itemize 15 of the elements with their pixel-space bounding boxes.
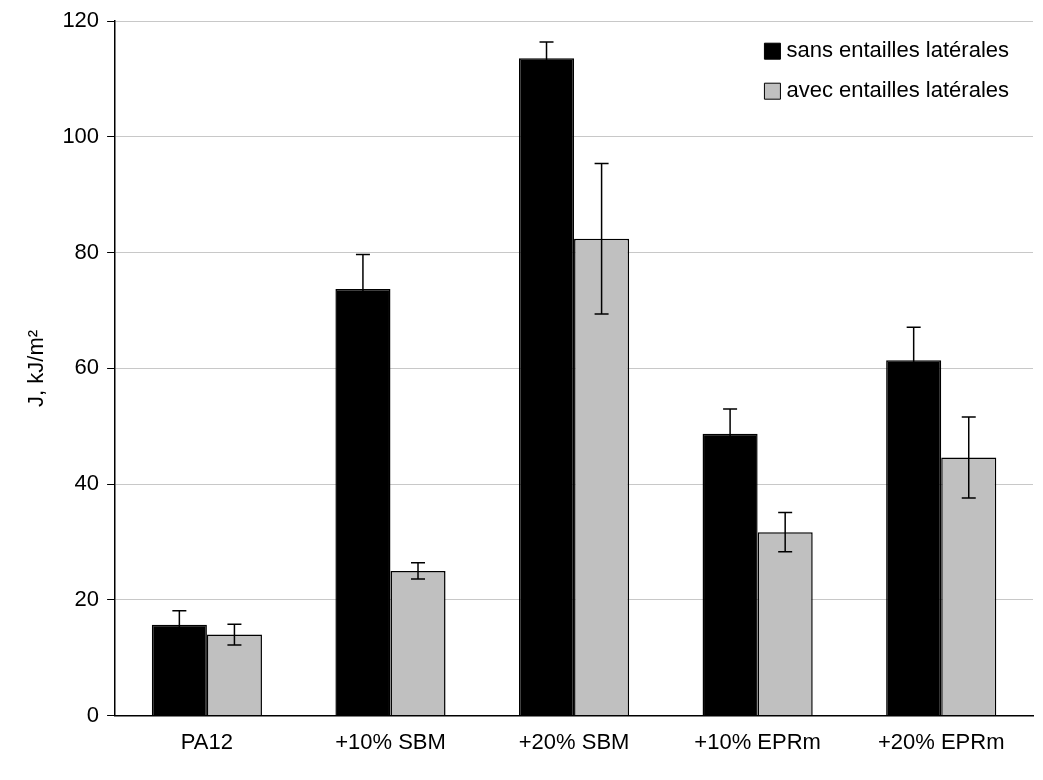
y-tick-label: 20 — [74, 585, 100, 611]
y-tick-label: 80 — [74, 238, 100, 264]
y-tick-label: 120 — [62, 7, 100, 33]
y-tick-label: 60 — [74, 354, 100, 380]
y-tick-label: 100 — [62, 123, 100, 148]
x-tick-label: PA12 — [180, 728, 233, 754]
x-tick-label: +20% SBM — [518, 728, 630, 754]
y-tick-label: 0 — [86, 701, 100, 727]
x-tick-label: +10% SBM — [335, 728, 446, 754]
legend-label: sans entailles latérales — [786, 37, 1010, 63]
y-axis-title: J, kJ/m² — [23, 329, 49, 407]
legend-label: avec entailles latérales — [786, 77, 1010, 103]
x-tick-label: +20% EPRm — [877, 728, 1005, 754]
x-tick-label: +10% EPRm — [694, 728, 821, 754]
y-tick-label: 40 — [74, 470, 100, 496]
